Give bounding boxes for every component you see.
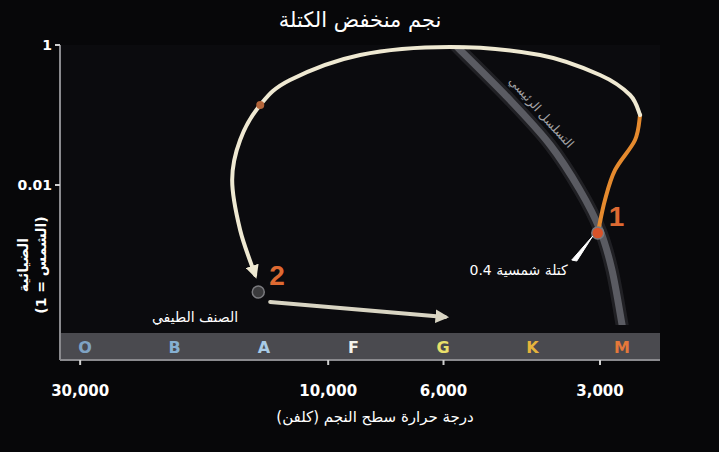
star-point [256, 101, 264, 109]
spectral-label: الصنف الطيفي [152, 309, 238, 326]
background [0, 0, 719, 452]
x-tick-label: 10,000 [299, 382, 357, 400]
y-axis [59, 45, 61, 360]
annotation-pointer [572, 236, 593, 261]
spectral-class: O [78, 338, 92, 357]
y-axis-title: (الشمس = 1) [33, 216, 49, 314]
track-line [270, 302, 445, 317]
main-sequence-glow [455, 45, 622, 325]
x-axis-title: درجة حرارة سطح النجم (كلفن) [276, 408, 473, 426]
track-line [232, 47, 640, 275]
x-axis [60, 359, 660, 361]
annotation: 0.4 كتلة شمسية [470, 262, 569, 278]
plot-data [232, 45, 640, 325]
spectral-class: A [258, 338, 271, 357]
star-point [252, 286, 264, 298]
x-tick-label: 30,000 [51, 382, 109, 400]
x-tick [599, 360, 601, 365]
y-tick [55, 184, 60, 186]
x-tick-label: 6,000 [420, 382, 467, 400]
spectral-class: F [348, 338, 359, 357]
y-tick [55, 44, 60, 46]
x-tick-label: 3,000 [576, 382, 623, 400]
spectral-class: M [614, 338, 630, 357]
point-label: 1 [609, 201, 625, 232]
x-tick [327, 360, 329, 365]
spectral-class: B [168, 338, 180, 357]
spectral-class: G [436, 338, 449, 357]
y-tick-label: 0.01 [17, 177, 52, 193]
y-axis-title: الضيائية [15, 238, 31, 292]
spectral-class: K [526, 338, 539, 357]
series-label: التسلسل الرئيسي [505, 74, 576, 151]
title: نجم منخفض الكتلة [279, 8, 442, 33]
star-point [592, 227, 604, 239]
y-tick-label: 1 [42, 37, 52, 53]
x-tick [443, 360, 445, 365]
chart: نجم منخفض الكتلة O B A F G K M الصنف الطيفي 1 0.01… [0, 0, 719, 452]
spectral-band [60, 333, 660, 360]
main-sequence-line [455, 45, 622, 325]
plot-area [60, 45, 660, 360]
x-tick [79, 360, 81, 365]
point-label: 2 [269, 260, 285, 291]
track-line [598, 115, 640, 233]
